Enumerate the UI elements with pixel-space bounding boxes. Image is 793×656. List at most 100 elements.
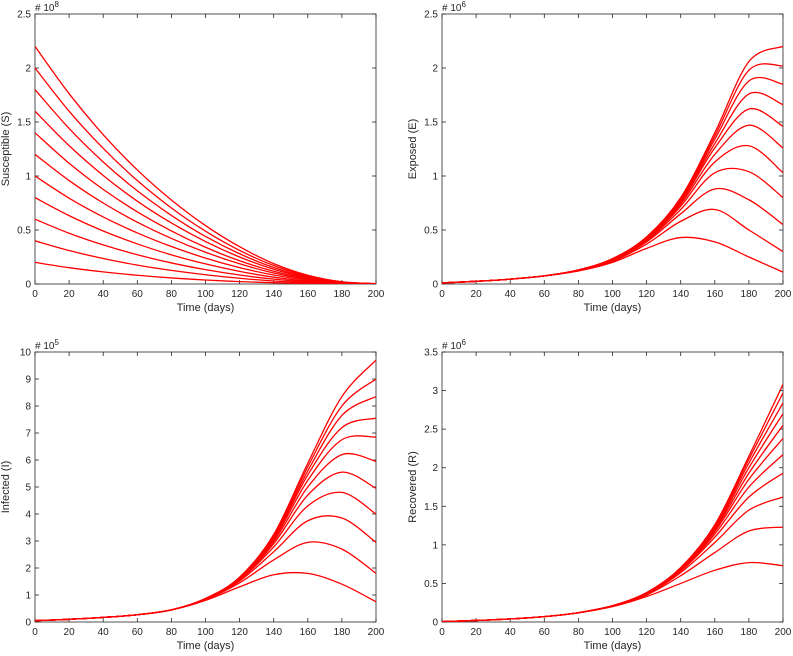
x-tick-label: 100	[197, 289, 214, 300]
y-tick-label: 2.5	[17, 10, 31, 21]
panel-exposed: 0 20 40 60 80 100 120 140 160 180 200 0 0.5 1 1.5 2 2.5 #…	[407, 0, 792, 314]
x-tick-label: 80	[573, 627, 585, 638]
multiplier-label: # 106	[442, 0, 466, 14]
x-axis-label: Time (days)	[177, 640, 235, 652]
y-tick-label: 1	[25, 591, 31, 602]
series-line-r11	[442, 384, 783, 622]
y-tick-label: 3.5	[424, 348, 438, 359]
x-tick-label: 100	[197, 627, 214, 638]
x-tick-label: 120	[638, 627, 655, 638]
multiplier-label: # 105	[35, 338, 59, 352]
y-tick-label: 0.5	[17, 226, 31, 237]
y-tick-label: 2	[432, 64, 438, 75]
x-tick-label: 40	[505, 289, 517, 300]
multiplier-label: # 108	[35, 0, 59, 14]
x-tick-label: 20	[471, 289, 483, 300]
y-tick-label: 0	[432, 618, 438, 629]
x-tick-label: 0	[32, 289, 38, 300]
y-tick-label: 0.5	[424, 226, 438, 237]
y-tick-label: 10	[20, 348, 32, 359]
x-tick-label: 20	[471, 627, 483, 638]
y-tick-label: 5	[25, 483, 31, 494]
y-tick-label: 2	[432, 463, 438, 474]
x-tick-label: 0	[439, 289, 445, 300]
multiplier-exponent: 8	[54, 0, 59, 9]
y-tick-label: 4	[25, 510, 31, 521]
y-tick-label: 1	[432, 172, 438, 183]
y-tick-label: 2.5	[424, 425, 438, 436]
multiplier-exponent: 5	[54, 338, 59, 347]
y-tick-label: 1.5	[17, 118, 31, 129]
y-tick-label: 2	[25, 564, 31, 575]
y-tick-label: 0	[25, 280, 31, 291]
y-tick-label: 8	[25, 402, 31, 413]
x-tick-label: 200	[775, 627, 792, 638]
y-axis-label: Infected (I)	[0, 461, 12, 514]
x-tick-label: 60	[132, 289, 144, 300]
series-line-i11	[35, 359, 376, 622]
y-axis-label: Susceptible (S)	[0, 112, 12, 187]
y-tick-label: 3	[25, 537, 31, 548]
x-tick-label: 140	[265, 289, 282, 300]
x-tick-label: 60	[539, 627, 551, 638]
x-tick-label: 100	[604, 627, 621, 638]
y-tick-label: 7	[25, 429, 31, 440]
y-tick-label: 0	[25, 618, 31, 629]
x-tick-label: 200	[775, 289, 792, 300]
y-tick-label: 0.5	[424, 579, 438, 590]
x-tick-label: 200	[368, 289, 385, 300]
x-tick-label: 180	[741, 627, 758, 638]
x-tick-label: 20	[64, 627, 76, 638]
x-tick-label: 120	[231, 289, 248, 300]
y-tick-label: 9	[25, 375, 31, 386]
multiplier-exponent: 6	[461, 0, 466, 9]
panel-infected: 0 20 40 60 80 100 120 140 160 180 200 0 1 2 3 4 5 6 7 8 9 10#…	[0, 338, 385, 652]
x-tick-label: 160	[299, 627, 316, 638]
y-tick-label: 2	[25, 64, 31, 75]
x-axis-label: Time (days)	[584, 640, 642, 652]
y-tick-label: 1	[432, 540, 438, 551]
x-tick-label: 120	[231, 627, 248, 638]
panel-recovered: 0 20 40 60 80 100 120 140 160 180 200 0 0.5 1 1.5 2 2.5 3…	[407, 338, 792, 652]
x-tick-label: 100	[604, 289, 621, 300]
x-axis-label: Time (days)	[177, 302, 235, 314]
multiplier-exponent: 6	[461, 338, 466, 347]
x-tick-label: 140	[672, 289, 689, 300]
y-tick-label: 0	[432, 280, 438, 291]
x-tick-label: 80	[166, 627, 178, 638]
multiplier-label: # 106	[442, 338, 466, 352]
y-tick-label: 2.5	[424, 10, 438, 21]
y-tick-label: 1.5	[424, 502, 438, 513]
x-axis-label: Time (days)	[584, 302, 642, 314]
x-tick-label: 0	[32, 627, 38, 638]
y-tick-label: 6	[25, 456, 31, 467]
series-line-e11	[442, 45, 783, 284]
x-tick-label: 160	[299, 289, 316, 300]
series-line-s0-2-2	[35, 46, 376, 284]
y-axis-label: Recovered (R)	[407, 451, 419, 523]
x-tick-label: 180	[334, 289, 351, 300]
y-axis-label: Exposed (E)	[407, 119, 419, 180]
y-tick-label: 1	[25, 172, 31, 183]
x-tick-label: 160	[706, 289, 723, 300]
x-tick-label: 180	[334, 627, 351, 638]
x-tick-label: 80	[166, 289, 178, 300]
panel-susceptible: 0 20 40 60 80 100 120 140 160 180 200 0 0.5 1 1.5 2 2.5 #…	[0, 0, 385, 314]
x-tick-label: 20	[64, 289, 76, 300]
x-tick-label: 60	[132, 627, 144, 638]
x-tick-label: 180	[741, 289, 758, 300]
x-tick-label: 80	[573, 289, 585, 300]
x-tick-label: 40	[98, 289, 110, 300]
x-tick-label: 140	[265, 627, 282, 638]
series-line-s0-0-8	[35, 197, 376, 284]
x-tick-label: 120	[638, 289, 655, 300]
x-tick-label: 60	[539, 289, 551, 300]
x-tick-label: 160	[706, 627, 723, 638]
x-tick-label: 40	[98, 627, 110, 638]
y-tick-label: 3	[432, 386, 438, 397]
x-tick-label: 40	[505, 627, 517, 638]
x-tick-label: 140	[672, 627, 689, 638]
